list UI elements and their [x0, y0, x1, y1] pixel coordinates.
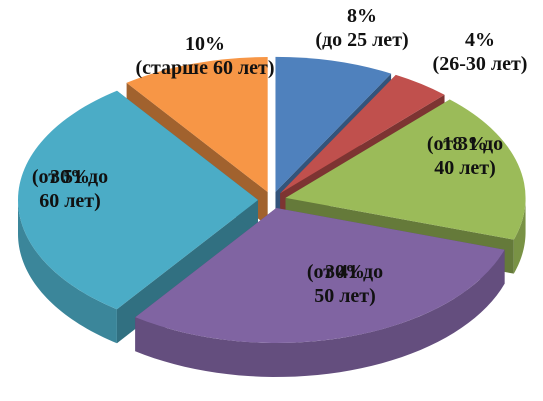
data-label: 4% (26-30 лет)	[433, 29, 528, 75]
data-label: 10% (старше 60 лет)	[135, 33, 274, 79]
value-label: 30%	[50, 166, 90, 188]
data-label: 30%(от 51 до 60 лет)	[32, 166, 108, 212]
category-label: (от 41 до 50 лет)	[307, 261, 383, 307]
value-label: 30%	[325, 261, 365, 283]
slice-top	[280, 74, 445, 194]
slice-top	[275, 56, 392, 192]
slice	[135, 207, 505, 377]
category-label: (старше 60 лет)	[135, 57, 274, 79]
slice-top	[135, 207, 505, 343]
value-label: 8%	[347, 5, 377, 27]
category-label: (26-30 лет)	[433, 53, 528, 75]
value-label: 10%	[185, 33, 225, 55]
slice-top	[126, 57, 268, 193]
slice-side	[135, 249, 505, 377]
value-label: 18 %	[443, 133, 488, 155]
data-label: 30%(от 41 до 50 лет)	[307, 261, 383, 307]
data-label: 8% (до 25 лет)	[315, 5, 408, 51]
slice-side	[513, 197, 526, 274]
slice-side	[18, 200, 117, 344]
slice-top	[18, 90, 259, 310]
category-label: (от 31 до 40 лет)	[427, 133, 503, 179]
category-label: (от 51 до 60 лет)	[32, 166, 108, 212]
category-label: (до 25 лет)	[315, 29, 408, 51]
slice-top	[285, 99, 526, 240]
data-label: 18 %(от 31 до 40 лет)	[427, 133, 503, 179]
value-label: 4%	[465, 29, 495, 51]
